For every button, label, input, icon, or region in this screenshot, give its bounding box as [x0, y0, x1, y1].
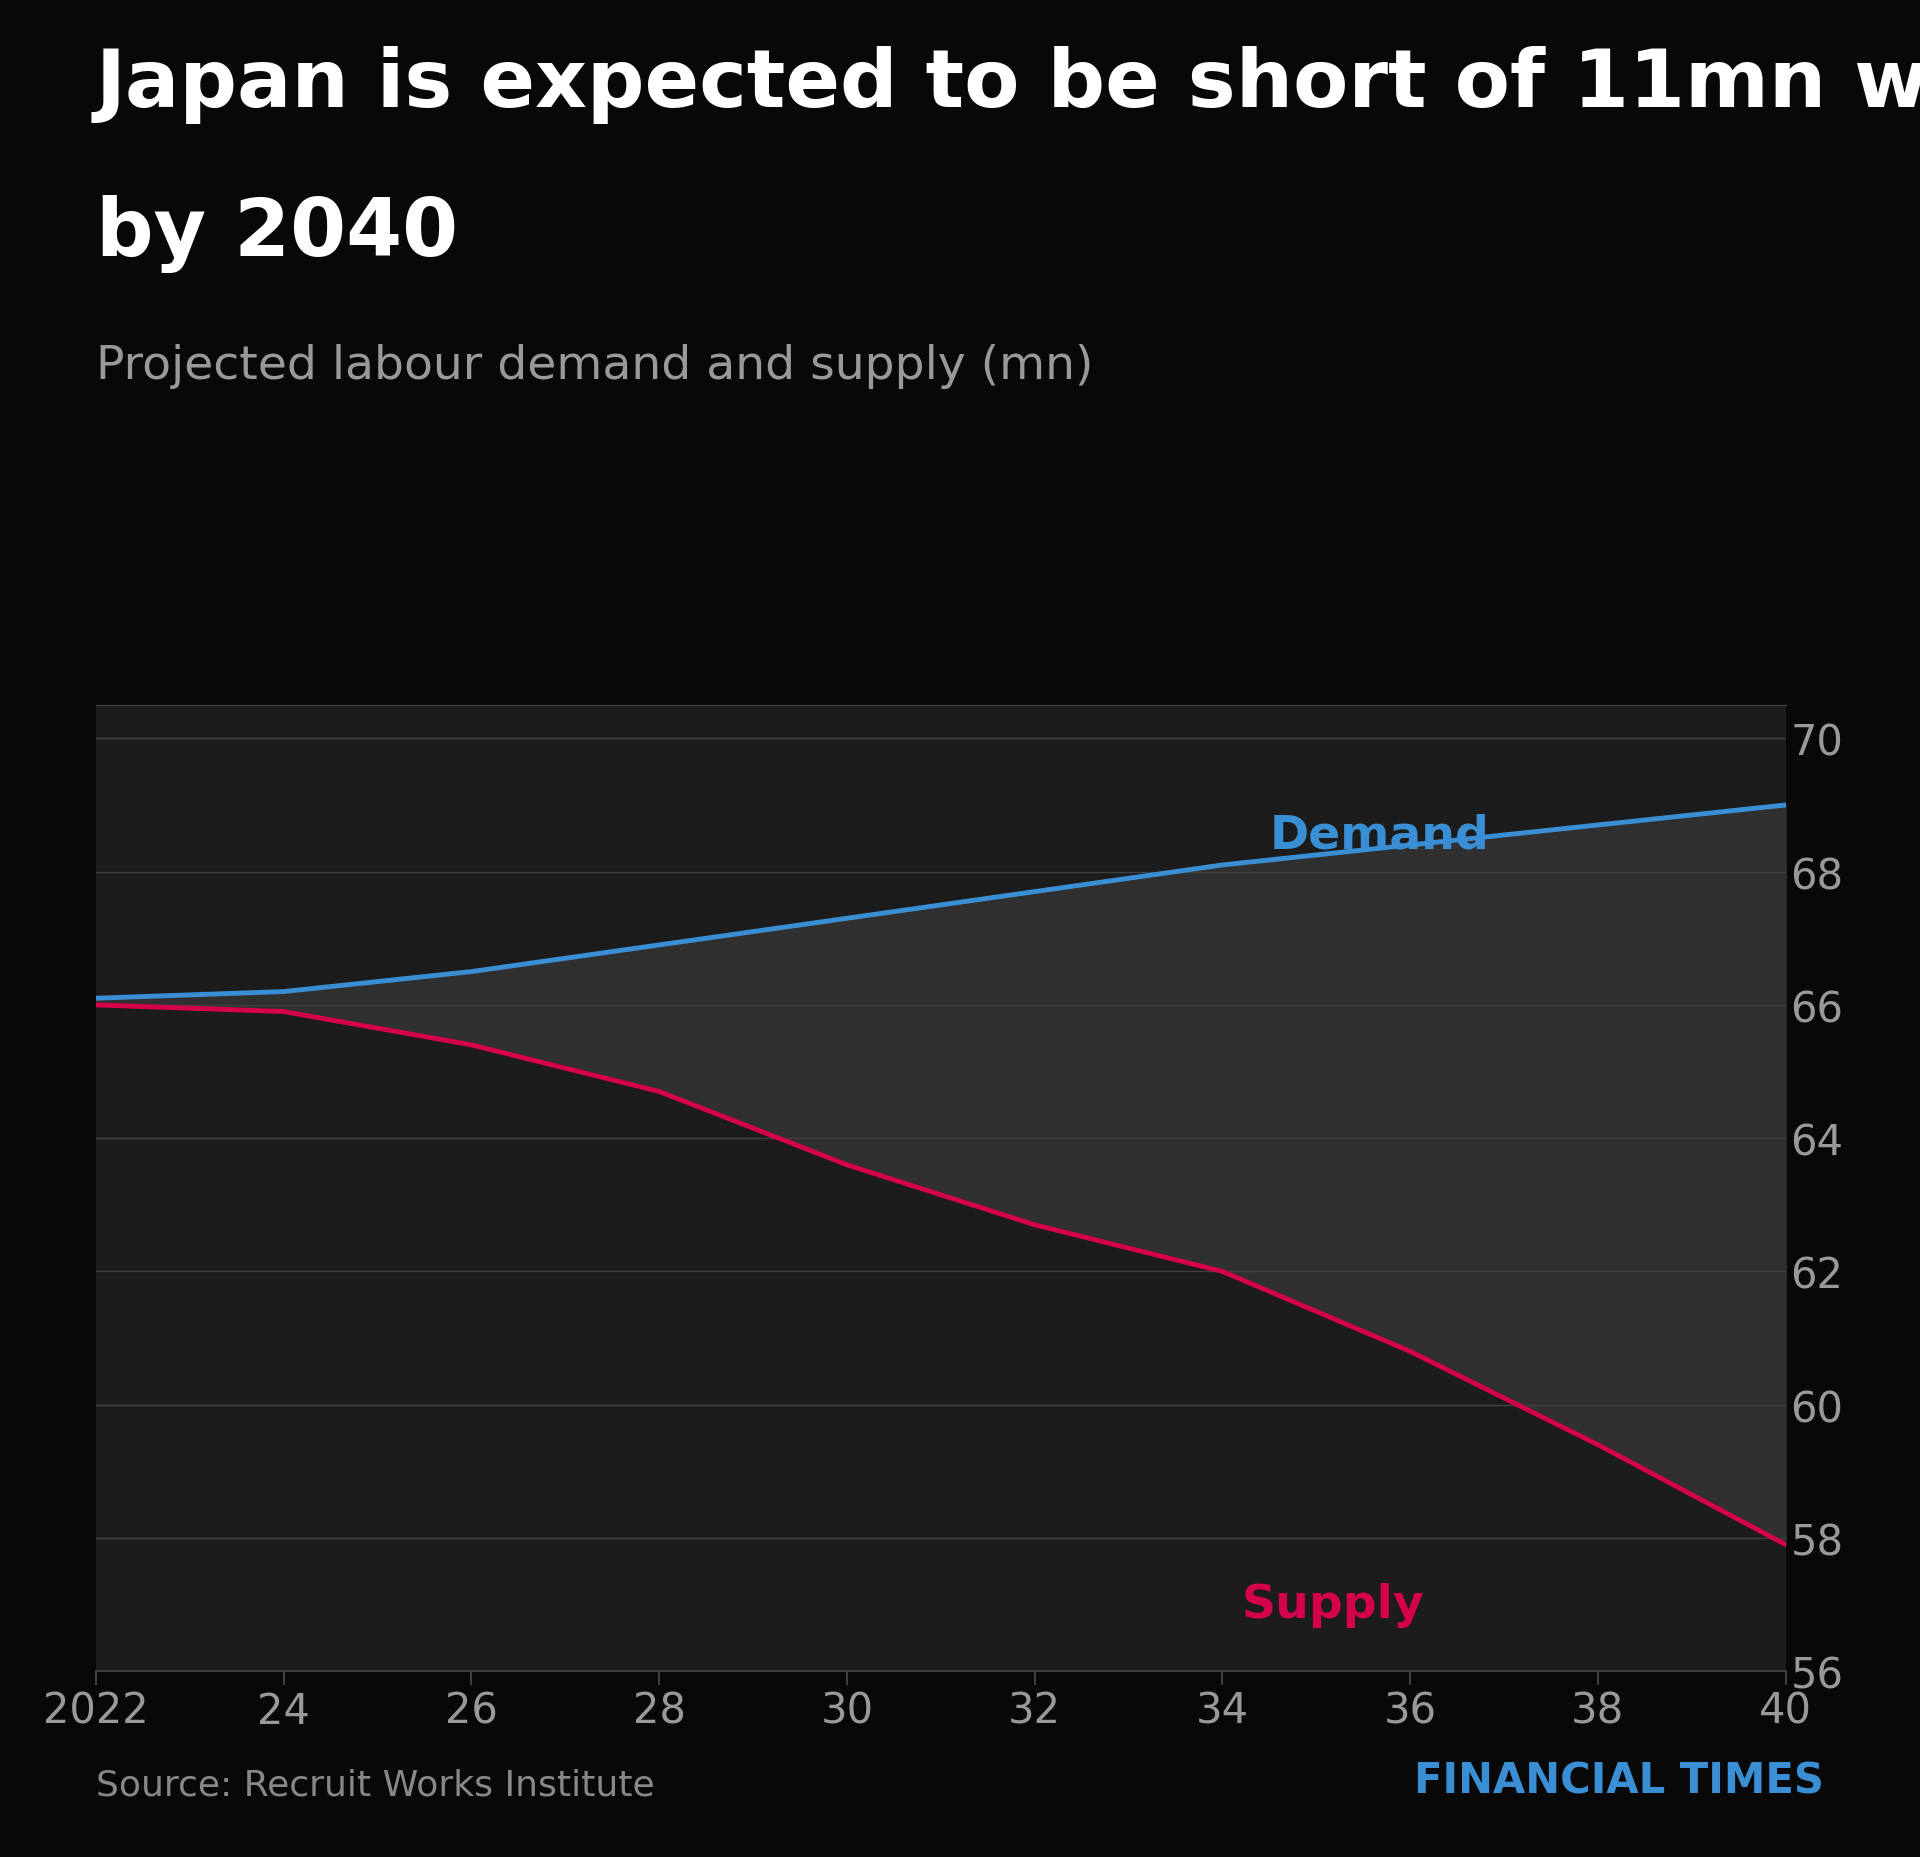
Text: Japan is expected to be short of 11mn workers: Japan is expected to be short of 11mn wo… — [96, 46, 1920, 124]
Text: Supply: Supply — [1240, 1582, 1425, 1627]
Text: FINANCIAL TIMES: FINANCIAL TIMES — [1415, 1759, 1824, 1801]
Text: Source: Recruit Works Institute: Source: Recruit Works Institute — [96, 1768, 655, 1801]
Text: Projected labour demand and supply (mn): Projected labour demand and supply (mn) — [96, 344, 1092, 388]
Text: Demand: Demand — [1269, 813, 1490, 858]
Text: by 2040: by 2040 — [96, 195, 459, 273]
